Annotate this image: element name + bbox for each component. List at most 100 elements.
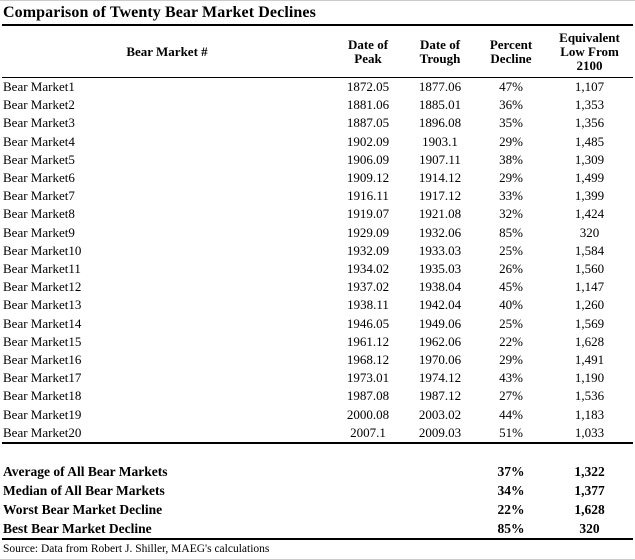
bear-market-name: Bear Market7 bbox=[3, 188, 75, 204]
bear-market-name: Bear Market17 bbox=[3, 370, 82, 386]
date-of-peak: 1902.09 bbox=[346, 133, 390, 149]
empty-cell bbox=[404, 462, 476, 481]
date-of-peak: 2007.1 bbox=[332, 423, 404, 445]
bear-market-table: Bear Market # Date of Peak Date of Troug… bbox=[2, 26, 633, 541]
percent-decline: 26% bbox=[499, 261, 523, 277]
equivalent-low: 1,536 bbox=[574, 388, 605, 404]
date-of-peak: 1929.09 bbox=[346, 224, 390, 240]
table-row: Bear Market3 1887.05 1896.08 35% 1,356 bbox=[2, 114, 633, 132]
percent-decline: 44% bbox=[499, 406, 523, 422]
equivalent-low: 1,628 bbox=[574, 333, 605, 349]
date-of-peak: 1872.05 bbox=[346, 79, 390, 94]
summary-row: Median of All Bear Markets 34% 1,377 bbox=[2, 481, 633, 500]
percent-decline: 33% bbox=[499, 188, 523, 204]
col-header-date-of-trough: Date of Trough bbox=[404, 26, 476, 78]
percent-decline: 40% bbox=[499, 297, 523, 313]
empty-cell bbox=[404, 519, 476, 541]
date-of-peak: 1887.05 bbox=[346, 115, 390, 131]
table-row: Bear Market11 1934.02 1935.03 26% 1,560 bbox=[2, 260, 633, 278]
table-row: Bear Market6 1909.12 1914.12 29% 1,499 bbox=[2, 169, 633, 187]
date-of-trough: 1962.06 bbox=[418, 333, 462, 349]
table-header-row: Bear Market # Date of Peak Date of Troug… bbox=[2, 26, 633, 78]
bear-market-name: Bear Market13 bbox=[3, 297, 82, 313]
date-of-trough: 1970.06 bbox=[418, 352, 462, 368]
spacer-section bbox=[2, 443, 633, 462]
date-of-peak: 1987.08 bbox=[346, 388, 390, 404]
summary-row: Worst Bear Market Decline 22% 1,628 bbox=[2, 500, 633, 519]
summary-percent-decline: 22% bbox=[497, 502, 525, 518]
col-header-bear-market: Bear Market # bbox=[2, 26, 332, 78]
table-row: Bear Market8 1919.07 1921.08 32% 1,424 bbox=[2, 205, 633, 223]
table-row: Bear Market1 1872.05 1877.06 47% 1,107 bbox=[2, 78, 633, 97]
percent-decline: 51% bbox=[476, 423, 546, 445]
equivalent-low: 1,560 bbox=[574, 261, 605, 277]
date-of-trough: 1938.04 bbox=[418, 279, 462, 295]
bear-market-name: Bear Market12 bbox=[3, 279, 82, 295]
date-of-trough: 1921.08 bbox=[418, 206, 462, 222]
equivalent-low: 1,033 bbox=[546, 423, 633, 445]
date-of-trough: 1917.12 bbox=[418, 188, 462, 204]
summary-label: Median of All Bear Markets bbox=[3, 483, 165, 499]
bear-market-name: Bear Market8 bbox=[3, 206, 75, 222]
bear-market-name: Bear Market3 bbox=[3, 115, 75, 131]
percent-decline: 25% bbox=[499, 242, 523, 258]
spacer-cell bbox=[2, 443, 633, 462]
summary-equivalent-low: 1,322 bbox=[574, 464, 605, 480]
date-of-trough: 1987.12 bbox=[418, 388, 462, 404]
table-row: Bear Market7 1916.11 1917.12 33% 1,399 bbox=[2, 187, 633, 205]
date-of-peak: 1881.06 bbox=[346, 97, 390, 113]
table-row: Bear Market2 1881.06 1885.01 36% 1,353 bbox=[2, 96, 633, 114]
date-of-trough: 1974.12 bbox=[418, 370, 462, 386]
equivalent-low: 1,399 bbox=[574, 188, 605, 204]
date-of-peak: 1938.11 bbox=[347, 297, 389, 313]
bear-market-name: Bear Market11 bbox=[3, 261, 81, 277]
percent-decline: 47% bbox=[499, 79, 523, 94]
bear-market-name: Bear Market18 bbox=[3, 388, 82, 404]
equivalent-low: 1,353 bbox=[574, 97, 605, 113]
summary-equivalent-low: 320 bbox=[546, 519, 633, 541]
date-of-peak: 1916.11 bbox=[347, 188, 389, 204]
date-of-trough: 1949.06 bbox=[418, 315, 462, 331]
equivalent-low: 1,183 bbox=[574, 406, 605, 422]
percent-decline: 25% bbox=[499, 315, 523, 331]
table-row: Bear Market14 1946.05 1949.06 25% 1,569 bbox=[2, 315, 633, 333]
percent-decline: 36% bbox=[499, 97, 523, 113]
date-of-peak: 1909.12 bbox=[346, 170, 390, 186]
equivalent-low: 1,485 bbox=[574, 133, 605, 149]
summary-label: Worst Bear Market Decline bbox=[3, 502, 163, 518]
percent-decline: 22% bbox=[499, 333, 523, 349]
col-header-equivalent-low: Equivalent Low From 2100 bbox=[546, 26, 633, 78]
date-of-trough: 1877.06 bbox=[418, 79, 462, 94]
percent-decline: 29% bbox=[499, 133, 523, 149]
table-row: Bear Market15 1961.12 1962.06 22% 1,628 bbox=[2, 333, 633, 351]
bear-market-name: Bear Market9 bbox=[3, 224, 75, 240]
equivalent-low: 1,356 bbox=[574, 115, 605, 131]
date-of-trough: 1932.06 bbox=[418, 224, 462, 240]
bear-market-name: Bear Market4 bbox=[3, 133, 75, 149]
bear-market-name: Bear Market1 bbox=[3, 79, 75, 94]
date-of-trough: 2009.03 bbox=[404, 423, 476, 445]
spacer-row bbox=[2, 443, 633, 462]
equivalent-low: 1,260 bbox=[574, 297, 605, 313]
bear-market-name: Bear Market19 bbox=[3, 406, 82, 422]
date-of-peak: 1934.02 bbox=[346, 261, 390, 277]
date-of-trough: 1885.01 bbox=[418, 97, 462, 113]
date-of-trough: 2003.02 bbox=[418, 406, 462, 422]
summary-percent-decline: 37% bbox=[497, 464, 525, 480]
percent-decline: 43% bbox=[499, 370, 523, 386]
table-row: Bear Market5 1906.09 1907.11 38% 1,309 bbox=[2, 151, 633, 169]
date-of-peak: 1973.01 bbox=[346, 370, 390, 386]
summary-row: Best Bear Market Decline 85% 320 bbox=[2, 519, 633, 541]
date-of-trough: 1935.03 bbox=[418, 261, 462, 277]
bear-market-name: Bear Market16 bbox=[3, 352, 82, 368]
empty-cell bbox=[332, 481, 404, 500]
summary-equivalent-low: 1,628 bbox=[574, 502, 605, 518]
col-header-percent-decline: Percent Decline bbox=[476, 26, 546, 78]
date-of-trough: 1933.03 bbox=[418, 242, 462, 258]
date-of-peak: 1932.09 bbox=[346, 242, 390, 258]
table-row: Bear Market13 1938.11 1942.04 40% 1,260 bbox=[2, 296, 633, 314]
summary-equivalent-low: 1,377 bbox=[574, 483, 605, 499]
equivalent-low: 1,309 bbox=[574, 151, 605, 167]
bear-market-name: Bear Market5 bbox=[3, 151, 75, 167]
